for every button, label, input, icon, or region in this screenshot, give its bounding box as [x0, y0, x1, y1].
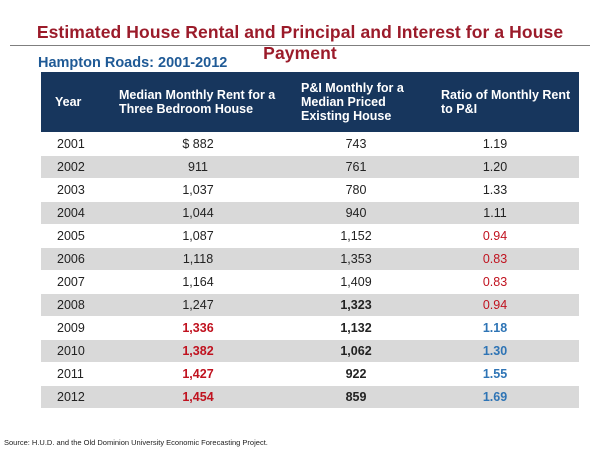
year-cell: 2002: [41, 154, 113, 178]
ratio-cell: 1.55: [419, 361, 579, 385]
pi-cell: 1,323: [283, 292, 419, 316]
rent-cell: 1,164: [113, 269, 283, 293]
pi-cell: 940: [283, 200, 419, 224]
rent-pi-table: Year Median Monthly Rent for a Three Bed…: [41, 72, 579, 408]
rent-cell: 1,247: [113, 292, 283, 316]
pi-cell: 1,152: [283, 223, 419, 247]
table-row: 2005 1,087 1,152 0.94: [41, 223, 579, 247]
year-cell: 2001: [41, 131, 113, 155]
ratio-cell: 1.20: [419, 154, 579, 178]
pi-cell: 761: [283, 154, 419, 178]
ratio-cell: 1.30: [419, 338, 579, 362]
ratio-cell: 1.33: [419, 177, 579, 201]
header-row: Year Median Monthly Rent for a Three Bed…: [41, 72, 579, 132]
header-year: Year: [41, 72, 113, 132]
rent-cell: 1,454: [113, 384, 283, 408]
ratio-cell: 0.94: [419, 223, 579, 247]
ratio-cell: 1.19: [419, 131, 579, 155]
rent-cell: 1,382: [113, 338, 283, 362]
rent-cell: 1,087: [113, 223, 283, 247]
pi-cell: 859: [283, 384, 419, 408]
table-row: 2004 1,044 940 1.11: [41, 200, 579, 224]
ratio-cell: 0.94: [419, 292, 579, 316]
pi-cell: 922: [283, 361, 419, 385]
year-cell: 2004: [41, 200, 113, 224]
rent-cell: 1,037: [113, 177, 283, 201]
table-row: 2001 $ 882 743 1.19: [41, 131, 579, 155]
table-row: 2011 1,427 922 1.55: [41, 361, 579, 385]
table-row: 2002 911 761 1.20: [41, 154, 579, 178]
table-subtitle: Hampton Roads: 2001-2012: [38, 55, 228, 71]
table-header: Year Median Monthly Rent for a Three Bed…: [41, 72, 579, 132]
pi-cell: 780: [283, 177, 419, 201]
table-row: 2009 1,336 1,132 1.18: [41, 315, 579, 339]
year-cell: 2007: [41, 269, 113, 293]
pi-cell: 1,132: [283, 315, 419, 339]
table-row: 2003 1,037 780 1.33: [41, 177, 579, 201]
year-cell: 2006: [41, 246, 113, 270]
header-pi-monthly: P&I Monthly for a Median Priced Existing…: [283, 72, 419, 132]
table-row: 2008 1,247 1,323 0.94: [41, 292, 579, 316]
page-title: Estimated House Rental and Principal and…: [36, 22, 564, 63]
pi-cell: 1,409: [283, 269, 419, 293]
table-row: 2007 1,164 1,409 0.83: [41, 269, 579, 293]
year-cell: 2005: [41, 223, 113, 247]
header-ratio: Ratio of Monthly Rent to P&I: [419, 72, 579, 132]
rent-cell: 1,427: [113, 361, 283, 385]
table-row: 2012 1,454 859 1.69: [41, 384, 579, 408]
year-cell: 2003: [41, 177, 113, 201]
title-divider: [10, 45, 590, 46]
table-row: 2006 1,118 1,353 0.83: [41, 246, 579, 270]
rent-cell: $ 882: [113, 131, 283, 155]
source-note: Source: H.U.D. and the Old Dominion Univ…: [4, 438, 268, 447]
year-cell: 2009: [41, 315, 113, 339]
rent-cell: 1,336: [113, 315, 283, 339]
ratio-cell: 1.18: [419, 315, 579, 339]
pi-cell: 743: [283, 131, 419, 155]
rent-cell: 1,118: [113, 246, 283, 270]
rent-cell: 911: [113, 154, 283, 178]
year-cell: 2011: [41, 361, 113, 385]
year-cell: 2012: [41, 384, 113, 408]
header-median-rent: Median Monthly Rent for a Three Bedroom …: [113, 72, 283, 132]
pi-cell: 1,062: [283, 338, 419, 362]
rent-cell: 1,044: [113, 200, 283, 224]
ratio-cell: 0.83: [419, 246, 579, 270]
table-body: 2001 $ 882 743 1.19 2002 911 761 1.20 2003 1,037 7…: [41, 131, 579, 408]
ratio-cell: 0.83: [419, 269, 579, 293]
pi-cell: 1,353: [283, 246, 419, 270]
ratio-cell: 1.69: [419, 384, 579, 408]
year-cell: 2008: [41, 292, 113, 316]
ratio-cell: 1.11: [419, 200, 579, 224]
table-row: 2010 1,382 1,062 1.30: [41, 338, 579, 362]
year-cell: 2010: [41, 338, 113, 362]
